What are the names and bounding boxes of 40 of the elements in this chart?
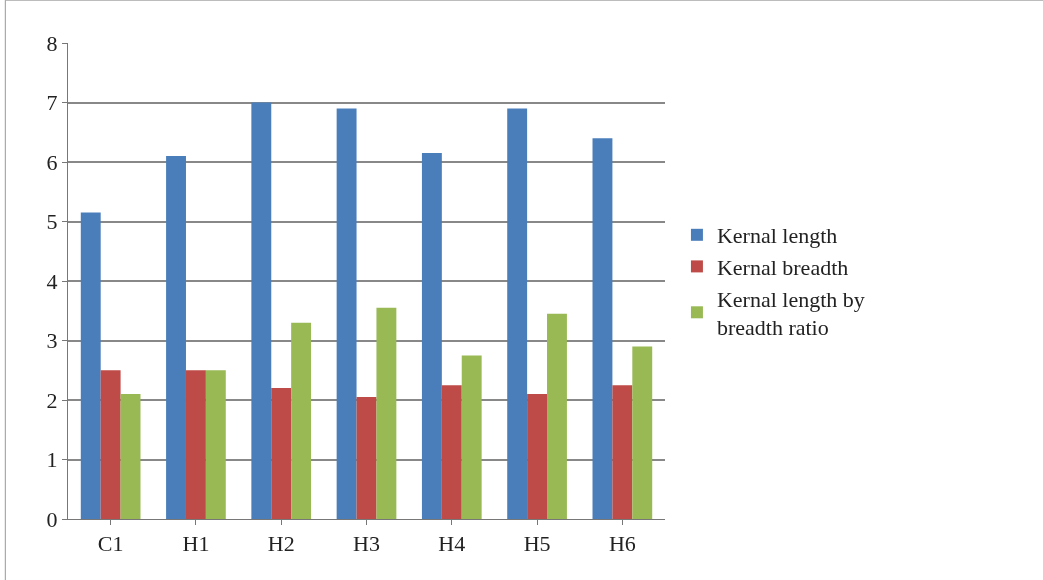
- y-tick-label: 4: [46, 268, 58, 294]
- bar: [632, 346, 653, 519]
- bar: [461, 355, 482, 519]
- bar: [291, 322, 312, 519]
- bar: [120, 394, 141, 519]
- bar: [547, 313, 567, 519]
- bar: [205, 370, 226, 519]
- y-tick-label: 0: [46, 506, 58, 532]
- bar: [271, 388, 292, 519]
- y-tick-label: 6: [46, 149, 58, 175]
- legend-label: Kernal length by breadth ratio: [716, 286, 865, 341]
- y-tick-label: 5: [46, 209, 58, 235]
- x-tick-label: H4: [438, 531, 466, 557]
- bar: [441, 385, 462, 519]
- bar: [185, 370, 206, 519]
- x-tick-label: C1: [97, 531, 124, 557]
- bar: [592, 138, 613, 519]
- bar: [100, 370, 121, 519]
- y-tick-label: 3: [46, 328, 58, 354]
- bar: [507, 108, 528, 519]
- bar: [421, 153, 442, 519]
- legend-label: Kernal length: [716, 223, 838, 249]
- y-tick-label: 2: [46, 387, 58, 413]
- bar: [80, 212, 101, 519]
- x-tick-label: H6: [608, 531, 636, 557]
- bar: [376, 307, 397, 519]
- x-tick-label: H1: [182, 531, 210, 557]
- x-tick-label: H3: [353, 531, 380, 557]
- bar: [166, 156, 186, 519]
- y-tick-label: 7: [46, 90, 58, 116]
- x-tick-label: H5: [523, 531, 551, 557]
- y-tick-label: 1: [46, 447, 58, 473]
- legend-label: Kernal breadth: [716, 254, 849, 280]
- bar: [336, 108, 357, 519]
- bar: [612, 385, 633, 519]
- y-tick-label: 8: [46, 30, 58, 56]
- x-tick-label: H2: [267, 531, 295, 557]
- bar: [356, 397, 377, 519]
- bar: [251, 102, 272, 519]
- bar: [527, 394, 548, 519]
